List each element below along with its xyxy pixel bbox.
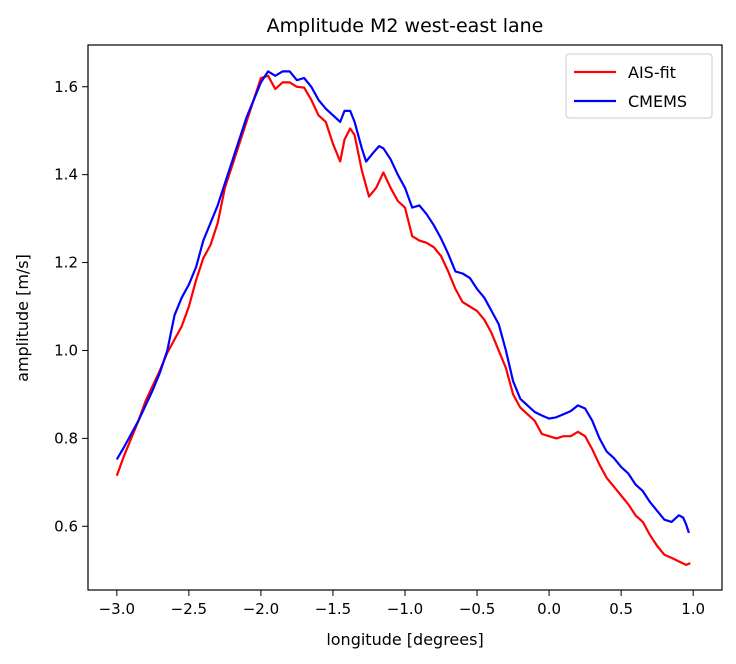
y-axis-ticks: 0.6 0.8 1.0 1.2 1.4 1.6 — [54, 78, 88, 535]
x-axis-ticks: −3.0 −2.5 −2.0 −1.5 −1.0 −0.5 0.0 0.5 1.0 — [99, 590, 705, 618]
series-line-cmems — [115, 70, 690, 534]
y-tick-label: 1.0 — [54, 341, 78, 359]
x-tick-label: 0.5 — [609, 600, 633, 618]
x-tick-label: 0.0 — [537, 600, 561, 618]
chart-title: Amplitude M2 west-east lane — [267, 15, 544, 37]
plot-lines — [115, 70, 691, 566]
x-axis-label: longitude [degrees] — [326, 630, 483, 649]
legend-label-ais-fit: AIS-fit — [628, 63, 676, 82]
legend-label-cmems: CMEMS — [628, 92, 687, 111]
x-tick-label: −0.5 — [459, 600, 495, 618]
series-line-ais-fit — [115, 74, 691, 566]
x-tick-label: −2.0 — [243, 600, 279, 618]
y-tick-label: 0.8 — [54, 429, 78, 447]
x-tick-label: −3.0 — [99, 600, 135, 618]
y-tick-label: 1.2 — [54, 254, 78, 272]
x-tick-label: 1.0 — [681, 600, 705, 618]
y-axis-label: amplitude [m/s] — [13, 254, 32, 382]
x-tick-label: −2.5 — [171, 600, 207, 618]
y-tick-label: 1.4 — [54, 166, 78, 184]
y-tick-label: 1.6 — [54, 78, 78, 96]
legend: AIS-fit CMEMS — [565, 53, 713, 119]
x-tick-label: −1.5 — [315, 600, 351, 618]
y-tick-label: 0.6 — [54, 517, 78, 535]
x-tick-label: −1.0 — [387, 600, 423, 618]
